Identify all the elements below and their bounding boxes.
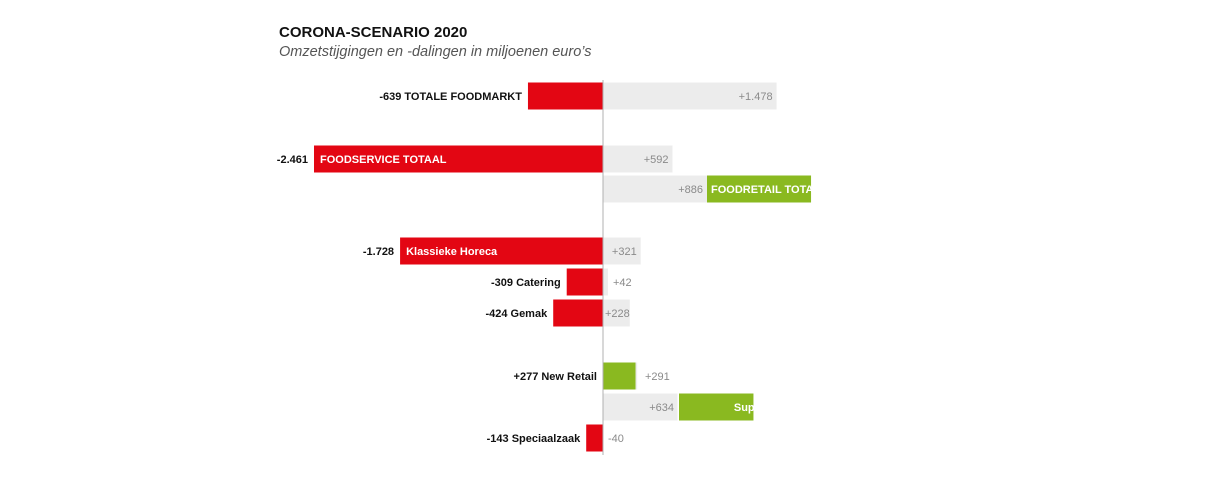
bar xyxy=(400,237,603,265)
bar xyxy=(527,82,603,110)
data-label: -424 Gemak xyxy=(485,308,548,320)
data-label: -639 TOTALE FOODMARKT xyxy=(379,91,522,103)
data-label-alt: +1.478 xyxy=(739,91,773,103)
bar xyxy=(603,362,636,390)
category-label: Supermarkt xyxy=(734,402,795,414)
bar xyxy=(553,299,603,327)
data-label-alt: -40 xyxy=(608,433,624,445)
bar xyxy=(679,393,754,421)
data-label-alt: +291 xyxy=(645,371,670,383)
chart-subtitle: Omzetstijgingen en -dalingen in miljoene… xyxy=(279,44,592,60)
category-label: FOODRETAIL TOTAAL xyxy=(711,184,828,196)
data-label-alt: +228 xyxy=(605,308,630,320)
bar-background xyxy=(603,237,641,265)
bar-background xyxy=(603,175,708,203)
data-label-alt: +592 xyxy=(644,154,669,166)
data-label: +634 xyxy=(649,402,674,414)
bar-background xyxy=(603,393,678,421)
bar-background xyxy=(603,299,630,327)
category-label: Klassieke Horeca xyxy=(406,246,498,258)
data-label: -1.728 xyxy=(363,246,394,258)
data-label: -2.461 xyxy=(277,154,308,166)
data-label: +886 xyxy=(678,184,703,196)
category-label: FOODSERVICE TOTAAL xyxy=(320,154,447,166)
bar xyxy=(314,145,603,173)
data-label-alt: +42 xyxy=(613,277,632,289)
bar xyxy=(707,175,812,203)
bar xyxy=(566,268,603,296)
data-label-alt: +321 xyxy=(612,246,637,258)
bar-background xyxy=(603,145,673,173)
bar xyxy=(586,424,603,452)
chart-title: CORONA-SCENARIO 2020 xyxy=(279,24,468,41)
data-label: -309 Catering xyxy=(491,277,561,289)
bar-background xyxy=(603,82,777,110)
data-label: -143 Speciaalzaak xyxy=(487,433,581,445)
bar-background xyxy=(603,268,608,296)
data-label: +277 New Retail xyxy=(514,371,597,383)
